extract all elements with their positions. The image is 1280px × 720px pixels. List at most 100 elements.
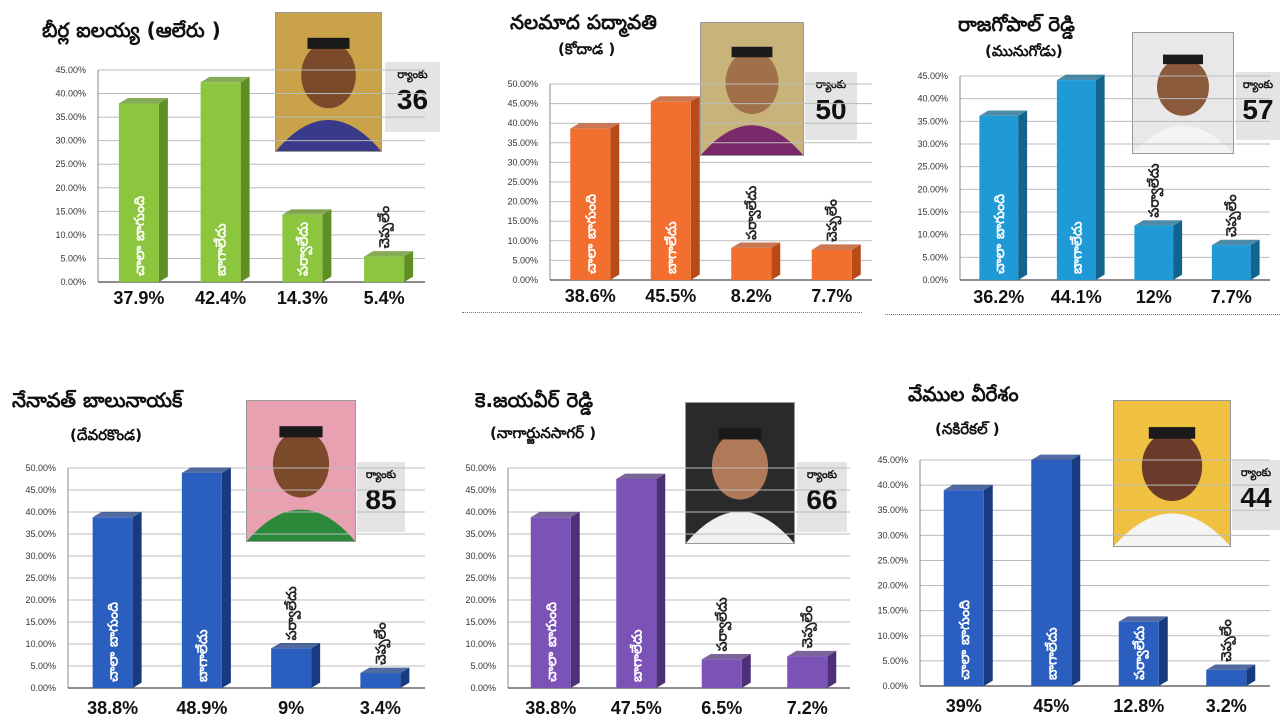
y-tick-label: 5.00% bbox=[882, 656, 908, 666]
bar-side bbox=[1071, 454, 1081, 686]
y-tick-label: 25.00% bbox=[55, 159, 86, 169]
bar-side bbox=[741, 654, 751, 688]
y-tick-label: 30.00% bbox=[507, 157, 538, 167]
rank-label-5: ర్యాంకు bbox=[806, 468, 838, 481]
bar-side bbox=[851, 244, 861, 280]
value-label: 38.8% bbox=[525, 698, 576, 718]
bar bbox=[118, 103, 159, 283]
rank-value-2: 50 bbox=[815, 94, 847, 125]
y-tick-label: 5.00% bbox=[470, 661, 496, 671]
category-label: బాగాలేదు bbox=[629, 629, 645, 682]
bar bbox=[1134, 225, 1174, 280]
y-tick-label: 45.00% bbox=[25, 485, 56, 495]
rank-label-1: ర్యాంకు bbox=[397, 68, 428, 81]
rank-badge-6: ర్యాంకు 44 bbox=[1232, 460, 1280, 530]
bar-side bbox=[404, 251, 414, 282]
chart-subtitle-3: (మునుగోడు) bbox=[985, 42, 1063, 60]
bar-side bbox=[1173, 220, 1183, 280]
y-tick-label: 25.00% bbox=[25, 573, 56, 583]
y-tick-label: 20.00% bbox=[507, 197, 538, 207]
y-tick-label: 40.00% bbox=[25, 507, 56, 517]
category-label: బాగాలేదు bbox=[664, 221, 680, 274]
rank-badge-5: ర్యాంకు 66 bbox=[797, 462, 847, 532]
bar bbox=[1211, 245, 1251, 280]
bar-side bbox=[221, 467, 231, 688]
y-tick-label: 25.00% bbox=[507, 177, 538, 187]
chart-subtitle-5: (నాగార్జునసాగర్ ) bbox=[490, 424, 597, 442]
bar-side bbox=[771, 242, 781, 280]
bar-top bbox=[616, 473, 666, 479]
y-tick-label: 0.00% bbox=[60, 277, 86, 287]
chart-title-2: నలమాద పద్మావతి bbox=[510, 10, 657, 34]
y-tick-label: 45.00% bbox=[507, 99, 538, 109]
bar-top bbox=[364, 251, 414, 257]
bar bbox=[282, 214, 323, 282]
y-tick-label: 0.00% bbox=[470, 683, 496, 693]
bar-top bbox=[181, 467, 231, 473]
bar-chart-1: 0.00% 5.00% 10.00% 15.00% 20.00% 25.00% 30.00%… bbox=[55, 65, 425, 308]
bar-chart-5: 0.00% 5.00% 10.00% 15.00% 20.00% 25.00% 30.00%… bbox=[465, 463, 850, 718]
bar bbox=[979, 115, 1019, 280]
bar-top bbox=[1056, 74, 1105, 81]
y-tick-label: 45.00% bbox=[55, 65, 86, 75]
bar-side bbox=[610, 123, 620, 280]
value-label: 45.5% bbox=[645, 286, 696, 306]
value-label: 45% bbox=[1033, 696, 1069, 716]
bar bbox=[360, 673, 401, 688]
chart-title-4: నేనావత్ బాలునాయక్ bbox=[12, 388, 183, 412]
bar-side bbox=[1018, 110, 1028, 280]
y-tick-label: 50.00% bbox=[25, 463, 56, 473]
divider-3 bbox=[885, 314, 1280, 315]
bar bbox=[701, 659, 742, 688]
y-tick-label: 5.00% bbox=[512, 255, 538, 265]
bar bbox=[787, 656, 828, 688]
category-label: బాగాలేదు bbox=[214, 223, 230, 276]
y-tick-label: 10.00% bbox=[917, 230, 948, 240]
y-tick-label: 20.00% bbox=[55, 183, 86, 193]
category-label: పర్వాలేదు bbox=[715, 597, 732, 651]
value-label: 38.6% bbox=[565, 286, 616, 306]
y-tick-label: 45.00% bbox=[877, 455, 908, 465]
y-tick-label: 40.00% bbox=[465, 507, 496, 517]
y-tick-label: 15.00% bbox=[25, 617, 56, 627]
category-label: చాలా బాగుంది bbox=[583, 194, 599, 274]
rank-value-5: 66 bbox=[806, 484, 838, 515]
y-tick-label: 40.00% bbox=[507, 118, 538, 128]
value-label: 6.5% bbox=[701, 698, 742, 718]
chart-title-1: బీర్ల ఐలయ్య (ఆలేరు ) bbox=[42, 18, 221, 42]
bar-top bbox=[811, 244, 861, 250]
category-label: పర్వాలేదు bbox=[1147, 163, 1164, 217]
value-label: 36.2% bbox=[973, 287, 1024, 307]
y-tick-label: 30.00% bbox=[877, 530, 908, 540]
y-tick-label: 35.00% bbox=[917, 116, 948, 126]
y-tick-label: 0.00% bbox=[512, 275, 538, 285]
y-tick-label: 30.00% bbox=[465, 551, 496, 561]
y-tick-label: 35.00% bbox=[55, 112, 86, 122]
bar bbox=[200, 82, 241, 282]
category-label: చెప్పలేం bbox=[377, 206, 394, 249]
value-label: 3.4% bbox=[360, 698, 401, 718]
y-tick-label: 35.00% bbox=[507, 138, 538, 148]
y-tick-label: 25.00% bbox=[465, 573, 496, 583]
bar-top bbox=[731, 242, 781, 248]
bar-top bbox=[118, 98, 168, 104]
y-tick-label: 40.00% bbox=[877, 480, 908, 490]
value-label: 7.2% bbox=[787, 698, 828, 718]
value-label: 38.8% bbox=[87, 698, 138, 718]
bar bbox=[616, 479, 657, 688]
category-label: పర్వాలేదు bbox=[744, 186, 761, 240]
y-tick-label: 15.00% bbox=[55, 206, 86, 216]
value-label: 42.4% bbox=[195, 288, 246, 308]
y-tick-label: 0.00% bbox=[30, 683, 56, 693]
bar-side bbox=[983, 484, 993, 686]
bar-side bbox=[158, 98, 168, 282]
value-label: 7.7% bbox=[811, 286, 852, 306]
y-tick-label: 15.00% bbox=[507, 216, 538, 226]
candidate-photo-4 bbox=[246, 400, 356, 542]
value-label: 48.9% bbox=[176, 698, 227, 718]
y-tick-label: 0.00% bbox=[882, 681, 908, 691]
candidate-photo-3 bbox=[1132, 32, 1234, 154]
bar-top bbox=[979, 110, 1028, 116]
y-tick-label: 10.00% bbox=[465, 639, 496, 649]
y-tick-label: 35.00% bbox=[25, 529, 56, 539]
